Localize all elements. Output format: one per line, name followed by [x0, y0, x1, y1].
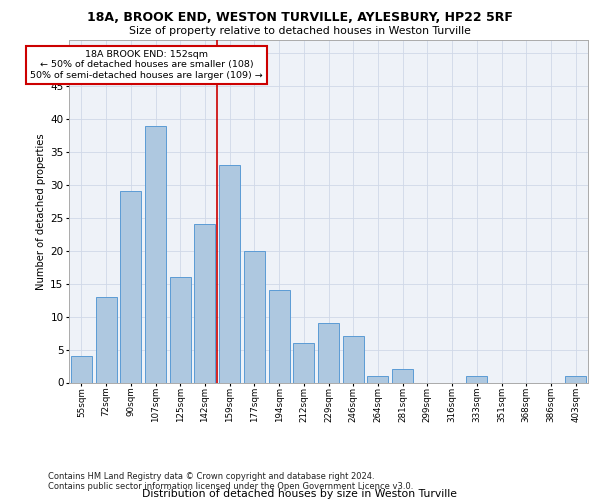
Bar: [120, 192, 141, 382]
Bar: [343, 336, 364, 382]
Bar: [565, 376, 586, 382]
Text: Distribution of detached houses by size in Weston Turville: Distribution of detached houses by size …: [143, 489, 458, 499]
Text: 18A, BROOK END, WESTON TURVILLE, AYLESBURY, HP22 5RF: 18A, BROOK END, WESTON TURVILLE, AYLESBU…: [87, 11, 513, 24]
Text: Contains HM Land Registry data © Crown copyright and database right 2024.: Contains HM Land Registry data © Crown c…: [48, 472, 374, 481]
Text: Contains public sector information licensed under the Open Government Licence v3: Contains public sector information licen…: [48, 482, 413, 491]
Bar: [71, 356, 92, 382]
Bar: [145, 126, 166, 382]
Bar: [466, 376, 487, 382]
Bar: [318, 323, 339, 382]
Bar: [170, 277, 191, 382]
Bar: [244, 251, 265, 382]
Y-axis label: Number of detached properties: Number of detached properties: [36, 133, 46, 290]
Text: 18A BROOK END: 152sqm
← 50% of detached houses are smaller (108)
50% of semi-det: 18A BROOK END: 152sqm ← 50% of detached …: [31, 50, 263, 80]
Bar: [219, 165, 240, 382]
Bar: [293, 343, 314, 382]
Bar: [95, 297, 116, 382]
Bar: [269, 290, 290, 382]
Bar: [194, 224, 215, 382]
Bar: [392, 370, 413, 382]
Text: Size of property relative to detached houses in Weston Turville: Size of property relative to detached ho…: [129, 26, 471, 36]
Bar: [367, 376, 388, 382]
